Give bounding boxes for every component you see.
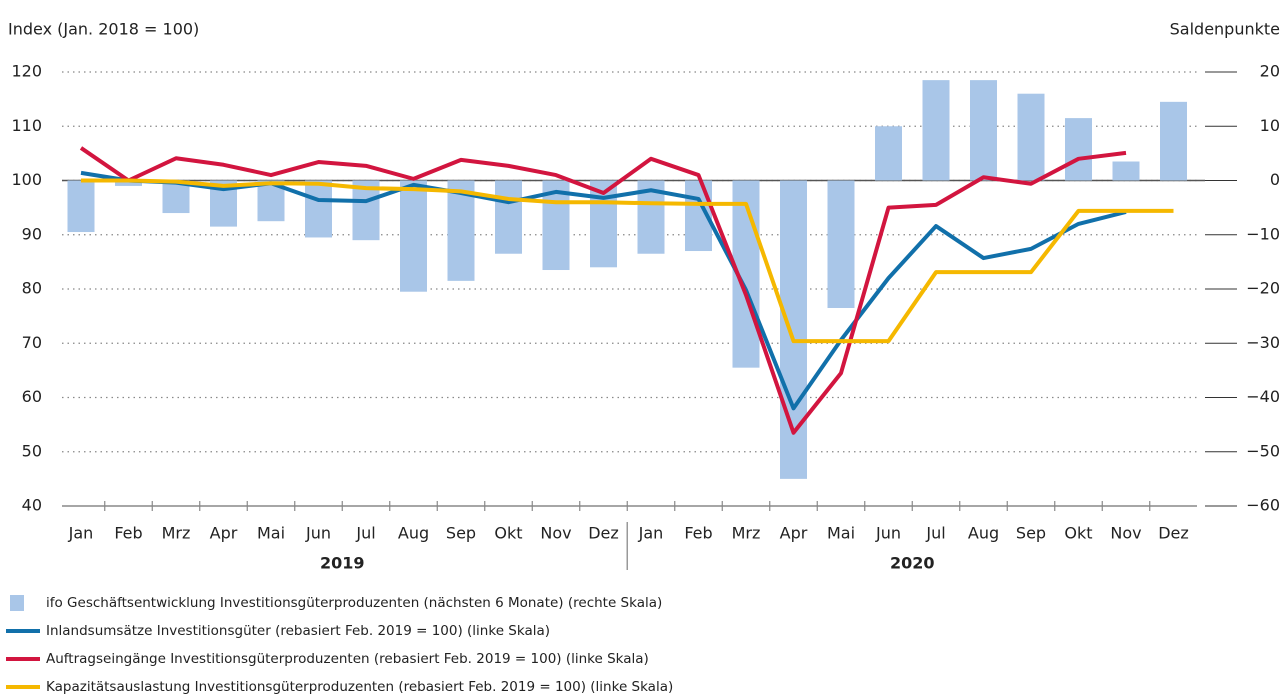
x-tick-label: Apr: [210, 524, 238, 543]
bar: [970, 80, 997, 181]
y-tick-label: 70: [22, 333, 42, 352]
x-tick-label: Jul: [355, 524, 375, 543]
x-tick-label: Nov: [1110, 524, 1141, 543]
line: [79, 146, 1127, 435]
x-tick-label: Aug: [968, 524, 999, 543]
x-tick-label: Aug: [398, 524, 429, 543]
legend-label: ifo Geschäftsentwicklung Investitionsgüt…: [46, 595, 662, 611]
bar: [352, 180, 380, 241]
bar: [447, 180, 475, 281]
legend-swatch: [10, 595, 24, 611]
x-tick-label: Jun: [305, 524, 331, 543]
bar: [67, 180, 95, 233]
bar: [1065, 118, 1092, 181]
y-tick-label: 50: [22, 441, 42, 460]
x-tick-label: Mrz: [162, 524, 191, 543]
x-tick-label: Nov: [540, 524, 571, 543]
y2-tick-label: −30: [1246, 333, 1280, 352]
y-axis-label: Index (Jan. 2018 = 100): [8, 20, 199, 39]
x-tick-label: Mai: [257, 524, 285, 543]
y2-tick-label: 0: [1270, 170, 1280, 189]
bar: [305, 180, 332, 238]
legend-label: Auftragseingänge Investitionsgüterproduz…: [46, 651, 649, 667]
bar: [115, 180, 142, 186]
y2-tick-label: 20: [1260, 62, 1280, 81]
y-tick-label: 80: [22, 279, 42, 298]
y2-tick-label: −60: [1246, 496, 1280, 515]
legend-label: Inlandsumsätze Investitionsgüter (rebasi…: [46, 623, 550, 639]
y2-axis-label: Saldenpunkte: [1170, 20, 1280, 39]
bar: [875, 126, 902, 181]
y-tick-label: 110: [11, 116, 42, 135]
year-label: 2020: [890, 554, 935, 573]
x-tick-label: Okt: [1064, 524, 1092, 543]
x-tick-label: Jun: [875, 524, 901, 543]
x-tick-label: Sep: [446, 524, 476, 543]
bar: [162, 180, 190, 214]
y2-tick-label: −20: [1246, 279, 1280, 298]
x-tick-label: Okt: [494, 524, 522, 543]
legend-label: Kapazitätsauslastung Investitionsgüterpr…: [46, 679, 673, 695]
y2-tick-label: 10: [1260, 116, 1280, 135]
x-tick-label: Feb: [114, 524, 142, 543]
x-tick-label: Dez: [1158, 524, 1189, 543]
year-label: 2019: [320, 554, 365, 573]
bar: [827, 180, 855, 308]
line: [81, 178, 1174, 344]
x-tick-label: Dez: [588, 524, 619, 543]
bar: [922, 80, 950, 181]
x-tick-label: Jul: [925, 524, 945, 543]
y2-tick-label: −40: [1246, 387, 1280, 406]
y-tick-label: 90: [22, 224, 42, 243]
y-tick-label: 120: [11, 62, 42, 81]
bar: [1160, 101, 1187, 181]
bar: [1112, 161, 1140, 181]
bar: [1017, 93, 1045, 181]
x-tick-label: Mai: [827, 524, 855, 543]
x-tick-label: Sep: [1016, 524, 1046, 543]
y2-tick-label: −10: [1246, 224, 1280, 243]
x-tick-label: Jan: [638, 524, 664, 543]
bar: [400, 180, 427, 292]
y-tick-label: 40: [22, 496, 42, 515]
x-tick-label: Jan: [68, 524, 94, 543]
x-tick-label: Feb: [684, 524, 712, 543]
x-tick-label: Apr: [780, 524, 808, 543]
x-tick-label: Mrz: [732, 524, 761, 543]
y-tick-label: 60: [22, 387, 42, 406]
y2-tick-label: −50: [1246, 441, 1280, 460]
y-tick-label: 100: [11, 170, 42, 189]
bar: [495, 180, 522, 254]
